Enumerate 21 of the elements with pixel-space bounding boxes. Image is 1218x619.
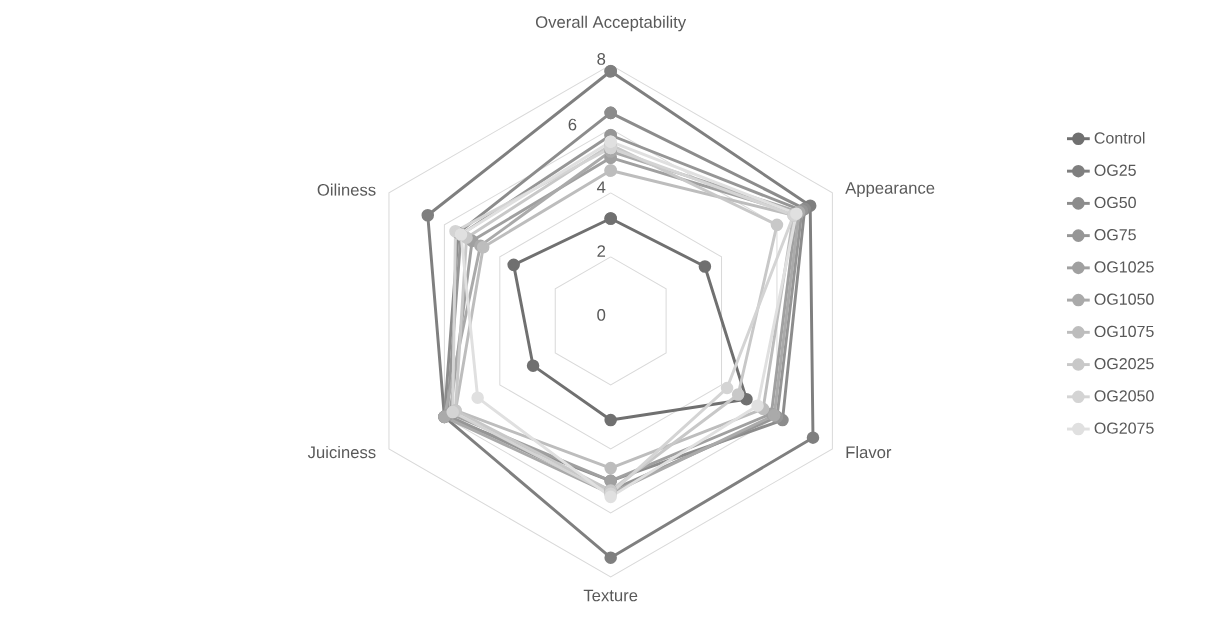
spoke-label: Juiciness: [307, 445, 376, 459]
legend-label: OG2025: [1094, 358, 1154, 370]
y-tick-label: 4: [596, 181, 606, 193]
spoke-label: Oiliness: [317, 183, 376, 196]
legend-label: Control: [1094, 131, 1145, 144]
y-tick-label: 6: [568, 118, 577, 131]
y-tick-label: 0: [597, 309, 606, 321]
legend-label: OG25: [1094, 164, 1136, 176]
legend-label: OG2050: [1094, 390, 1154, 402]
spoke-label: Flavor: [846, 445, 892, 459]
legend-label: OG50: [1094, 196, 1136, 209]
legend-label: OG1025: [1094, 261, 1154, 273]
legend-label: OG2075: [1094, 422, 1154, 434]
legend-label: OG1050: [1094, 293, 1154, 305]
legend-label: OG75: [1094, 229, 1136, 241]
spoke-label: Appearance: [845, 182, 935, 198]
y-tick-label: 8: [597, 53, 606, 65]
spoke-label: Overall Acceptability: [535, 15, 687, 32]
legend-label: OG1075: [1094, 325, 1154, 338]
y-tick-label: 2: [597, 245, 606, 257]
spoke-label: Texture: [583, 589, 638, 602]
